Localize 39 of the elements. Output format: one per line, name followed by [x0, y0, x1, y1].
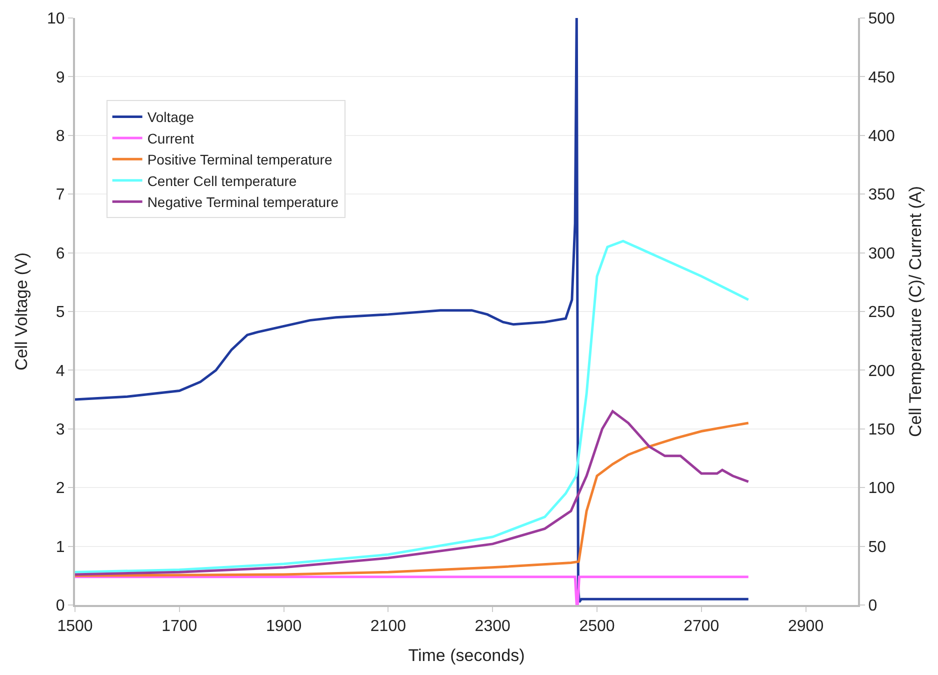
y2-tick-label: 500 [868, 10, 895, 28]
y2-tick-label: 350 [868, 186, 895, 204]
y-tick-label: 8 [56, 128, 65, 145]
y2-tick-label: 400 [868, 128, 895, 145]
x-tick-label: 2100 [370, 618, 406, 636]
x-tick-label: 1700 [162, 618, 198, 636]
x-tick-label: 1900 [266, 618, 302, 636]
y2-tick-label: 150 [868, 422, 895, 438]
y-tick-label: 3 [56, 422, 65, 438]
y-tick-label: 7 [56, 186, 65, 204]
y2-tick-label: 100 [868, 480, 895, 498]
legend-label: Voltage [147, 109, 194, 126]
legend-label: Positive Terminal temperature [147, 152, 332, 168]
y2-tick-label: 200 [868, 362, 895, 380]
y2-tick-label: 300 [868, 245, 895, 262]
y-tick-label: 2 [56, 480, 65, 498]
legend-label: Negative Terminal temperature [147, 194, 339, 210]
legend-label: Center Cell temperature [147, 172, 297, 189]
x-tick-label: 1500 [57, 618, 93, 636]
y-tick-label: 9 [56, 69, 65, 86]
y2-tick-label: 250 [868, 304, 895, 322]
y-tick-label: 10 [47, 10, 65, 28]
y-tick-label: 6 [56, 245, 65, 262]
line-series [75, 240, 750, 574]
y2-tick-label: 50 [868, 538, 886, 556]
x-tick-label: 2300 [474, 618, 510, 636]
x-tick-label: 2900 [788, 618, 824, 636]
legend-label: Current [147, 130, 194, 146]
x-axis-title: Time (seconds) [408, 646, 525, 666]
y2-tick-label: 0 [868, 598, 878, 615]
y2-tick-label: 450 [868, 69, 895, 86]
y-tick-label: 1 [56, 538, 65, 556]
y-tick-label: 5 [56, 304, 65, 322]
y-tick-label: 0 [56, 598, 65, 615]
x-tick-label: 2700 [684, 618, 720, 636]
y-axis-title: Cell Voltage (V) [12, 252, 32, 371]
y2-axis-title: Cell Temperature (C)/ Current (A) [906, 186, 925, 437]
y-tick-label: 4 [56, 362, 65, 380]
x-tick-label: 2500 [579, 618, 615, 636]
